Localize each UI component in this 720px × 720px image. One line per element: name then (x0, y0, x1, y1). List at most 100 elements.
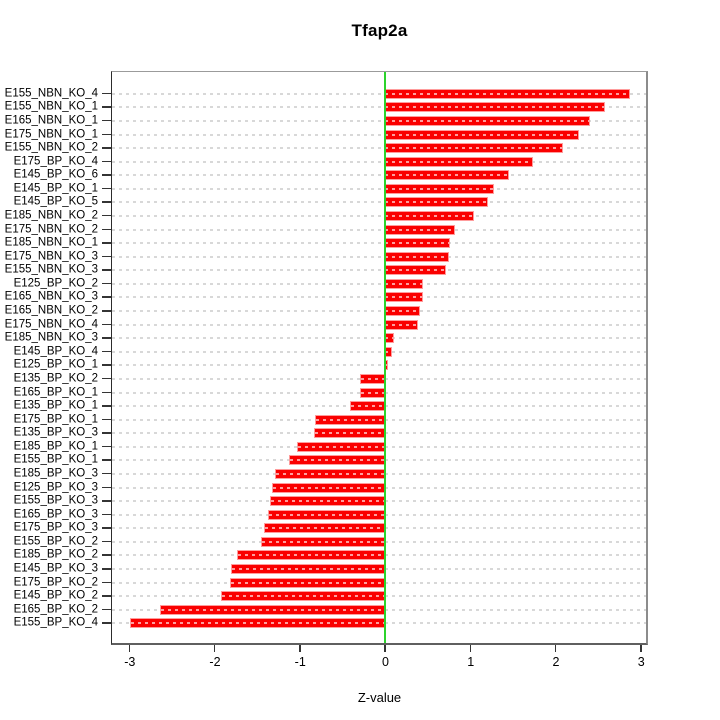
bar (316, 415, 385, 424)
y-tick-mark (102, 418, 111, 421)
category-label: E175_BP_KO_3 (13, 521, 98, 534)
category-label: E155_NBN_KO_3 (4, 263, 98, 276)
x-tick-label: -1 (294, 655, 306, 669)
category-label: E125_BP_KO_3 (13, 480, 98, 493)
x-tick-label: 2 (552, 655, 560, 669)
bar (384, 239, 450, 248)
bar (238, 551, 385, 560)
bar (384, 347, 391, 356)
bar (384, 184, 493, 193)
bar-row: E155_NBN_KO_2 (5, 141, 646, 155)
gridline (112, 296, 646, 299)
y-tick-mark (102, 310, 111, 312)
y-tick-mark (102, 133, 111, 136)
category-label: E165_BP_KO_2 (13, 603, 98, 615)
x-axis-label: Z-value (357, 690, 402, 705)
gridline (112, 323, 646, 326)
gridline (112, 269, 646, 272)
y-tick-mark (102, 296, 111, 298)
category-label: E185_BP_KO_2 (13, 548, 98, 561)
bar-row: E185_BP_KO_2 (14, 549, 646, 563)
bar (384, 144, 563, 153)
gridline (112, 242, 646, 245)
y-tick-mark (102, 391, 111, 393)
category-label: E125_BP_KO_2 (13, 277, 98, 290)
category-label: E135_BP_KO_2 (13, 372, 98, 385)
bar (384, 293, 423, 302)
bar-row: E185_BP_KO_3 (14, 467, 646, 481)
bar-row: E165_BP_KO_2 (14, 603, 646, 617)
y-tick-mark (102, 608, 111, 611)
x-tick-mark (213, 645, 216, 652)
bar-row: E185_NBN_KO_1 (5, 236, 646, 250)
category-label: E185_BP_KO_1 (13, 440, 98, 453)
bar (271, 497, 385, 506)
bar (232, 565, 385, 574)
bar-row: E175_NBN_KO_2 (5, 223, 646, 237)
bar-row: E145_BP_KO_1 (14, 182, 646, 196)
y-tick-mark (102, 92, 111, 95)
category-label: E165_BP_KO_1 (13, 385, 98, 398)
category-label: E125_BP_KO_1 (13, 358, 98, 371)
bar (230, 578, 386, 587)
category-label: E165_NBN_KO_1 (4, 114, 98, 127)
gridline (112, 119, 646, 122)
x-tick-mark (640, 645, 642, 652)
y-tick-mark (102, 500, 111, 502)
y-tick-mark (102, 513, 111, 516)
bar (384, 320, 418, 329)
y-tick-mark (102, 282, 111, 285)
bar-row: E155_BP_KO_3 (14, 494, 646, 508)
y-tick-mark (102, 486, 111, 489)
category-label: E155_NBN_KO_4 (4, 87, 98, 100)
bar-row: E155_BP_KO_1 (14, 454, 646, 468)
y-tick-mark (102, 581, 111, 584)
bar-row: E165_NBN_KO_3 (5, 291, 646, 305)
bar-row: E145_BP_KO_6 (14, 168, 646, 182)
y-tick-mark (102, 377, 111, 380)
bar (384, 252, 449, 261)
category-label: E175_NBN_KO_2 (4, 222, 98, 235)
gridline (112, 160, 646, 163)
category-label: E155_BP_KO_2 (13, 535, 98, 548)
y-tick-mark (102, 187, 111, 190)
bar-row: E185_NBN_KO_2 (5, 209, 646, 223)
y-tick-mark (102, 540, 111, 543)
x-tick-mark (554, 645, 557, 652)
bar (384, 89, 630, 98)
y-tick-mark (102, 350, 111, 353)
y-tick-mark (102, 119, 111, 122)
category-label: E155_BP_KO_4 (13, 616, 98, 629)
plot-area: E155_NBN_KO_4 E155_NBN_KO_1 E165_NBN_KO_1 E… (5, 71, 648, 645)
category-label: E185_BP_KO_3 (13, 467, 98, 480)
bar (361, 388, 385, 397)
y-tick-mark (102, 595, 111, 597)
y-tick-mark (102, 432, 111, 434)
y-tick-mark (102, 527, 111, 529)
bar (265, 524, 385, 533)
y-tick-mark (102, 459, 111, 461)
bar-row: E125_BP_KO_3 (14, 481, 646, 495)
category-label: E175_NBN_KO_1 (4, 127, 98, 140)
category-label: E175_NBN_KO_3 (4, 249, 98, 262)
x-tick-label: 1 (467, 655, 475, 669)
gridline (112, 282, 646, 285)
category-label: E185_NBN_KO_1 (4, 236, 98, 249)
y-tick-mark (102, 106, 111, 108)
y-tick-mark (102, 323, 111, 326)
y-tick-mark (102, 242, 111, 244)
gridline (112, 214, 646, 217)
bar-row: E175_BP_KO_2 (14, 576, 646, 590)
gridline (112, 337, 646, 340)
category-label: E155_NBN_KO_1 (4, 100, 98, 113)
bar-row: E145_BP_KO_2 (14, 589, 646, 603)
x-tick-mark (128, 645, 131, 652)
bar (262, 537, 385, 546)
chart-title: Tfap2a (351, 21, 408, 40)
gridline (112, 255, 646, 258)
bar (384, 103, 605, 112)
category-label: E145_BP_KO_2 (13, 589, 98, 602)
bar (268, 510, 386, 519)
bar (384, 116, 590, 125)
category-label: E165_NBN_KO_3 (4, 290, 98, 303)
